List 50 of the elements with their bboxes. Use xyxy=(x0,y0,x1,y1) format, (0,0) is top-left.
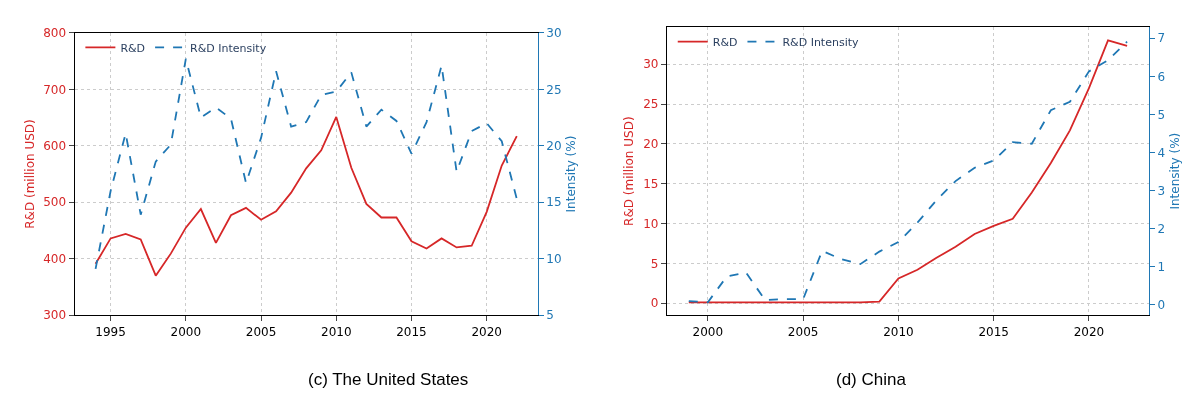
y-tick-label: 300 xyxy=(43,308,67,323)
y-tick-label: 15 xyxy=(643,176,659,191)
y2-tick-label: 2 xyxy=(1157,221,1166,236)
y-axis-title: R&D (million USD) xyxy=(622,116,637,226)
x-tick-label: 2020 xyxy=(1073,324,1105,339)
y-tick-label: 400 xyxy=(43,251,67,266)
legend-label: R&D xyxy=(712,35,738,49)
y-tick-label: 25 xyxy=(643,97,659,112)
y-tick-label: 600 xyxy=(43,138,67,153)
x-tick-label: 2015 xyxy=(396,324,427,339)
legend-label: R&D Intensity xyxy=(782,35,859,49)
y-tick-label: 800 xyxy=(43,26,67,41)
x-tick-label: 2000 xyxy=(170,324,202,339)
y2-tick-label: 25 xyxy=(546,82,562,97)
x-tick-label: 2010 xyxy=(320,324,352,339)
y-axis-title: R&D (million USD) xyxy=(22,119,37,229)
legend-label: R&D Intensity xyxy=(190,41,267,55)
y-tick-label: 30 xyxy=(643,57,659,72)
y-tick-label: 5 xyxy=(650,256,659,271)
y2-tick-label: 1 xyxy=(1157,260,1166,275)
y2-tick-label: 30 xyxy=(546,26,562,41)
y-tick-label: 500 xyxy=(43,195,67,210)
x-tick-label: 2020 xyxy=(471,324,502,339)
y-tick-label: 10 xyxy=(643,216,659,231)
y2-tick-label: 6 xyxy=(1157,69,1166,84)
y2-tick-label: 20 xyxy=(546,138,562,153)
line-series xyxy=(94,57,518,270)
y2-tick-label: 10 xyxy=(546,251,562,266)
y2-tick-label: 4 xyxy=(1157,145,1166,160)
y2-axis-title: Intensity (%) xyxy=(1167,132,1182,210)
x-tick-label: 2000 xyxy=(692,324,724,339)
text: (c) The United States xyxy=(308,370,469,389)
y2-tick-label: 5 xyxy=(1157,107,1166,122)
y-tick-label: 700 xyxy=(43,82,67,97)
x-tick-label: 2010 xyxy=(883,324,914,339)
line-series xyxy=(94,116,518,277)
y2-tick-label: 5 xyxy=(546,308,554,323)
x-tick-label: 1995 xyxy=(95,324,126,339)
x-tick-label: 2005 xyxy=(787,324,819,339)
x-tick-label: 2015 xyxy=(978,324,1009,339)
y-tick-label: 20 xyxy=(643,137,659,152)
y2-tick-label: 15 xyxy=(546,195,562,210)
x-tick-label: 2005 xyxy=(245,324,277,339)
y2-tick-label: 0 xyxy=(1157,298,1166,313)
y2-tick-label: 7 xyxy=(1157,31,1166,46)
legend-label: R&D xyxy=(120,41,146,55)
y-tick-label: 0 xyxy=(650,296,659,311)
y2-tick-label: 3 xyxy=(1157,183,1166,198)
text: (d) China xyxy=(836,370,907,389)
y2-axis-title: Intensity (%) xyxy=(564,135,579,213)
